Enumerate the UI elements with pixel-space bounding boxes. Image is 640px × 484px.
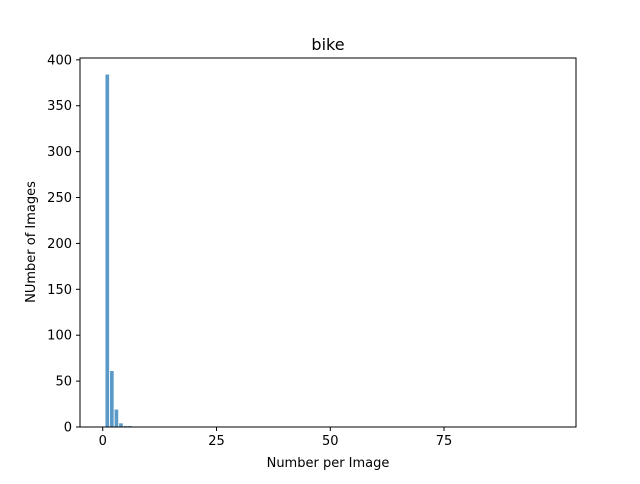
y-axis-label: NUmber of Images <box>24 181 39 303</box>
y-tick-label: 200 <box>47 237 72 252</box>
y-tick-label: 150 <box>47 283 72 298</box>
bar <box>110 371 114 427</box>
y-tick-label: 50 <box>55 375 72 390</box>
chart-title: bike <box>311 35 344 54</box>
y-tick-label: 0 <box>64 421 72 436</box>
x-tick-label: 0 <box>99 434 107 449</box>
y-tick-label: 300 <box>47 145 72 160</box>
y-tick-label: 350 <box>47 99 72 114</box>
y-axis-ticks: 0 50 100 150 200 250 300 350 400 <box>47 53 80 436</box>
y-tick-label: 250 <box>47 191 72 206</box>
bar <box>119 423 123 427</box>
y-tick-label: 100 <box>47 329 72 344</box>
y-tick-label: 400 <box>47 53 72 68</box>
bar <box>114 409 119 427</box>
bar <box>105 74 110 428</box>
x-tick-label: 75 <box>436 434 453 449</box>
x-tick-label: 50 <box>322 434 339 449</box>
x-axis-ticks: 0 25 50 75 <box>99 427 453 449</box>
bars-group <box>105 74 132 428</box>
x-tick-label: 25 <box>208 434 225 449</box>
plot-area-frame <box>79 57 577 428</box>
x-axis-label: Number per Image <box>267 456 390 471</box>
